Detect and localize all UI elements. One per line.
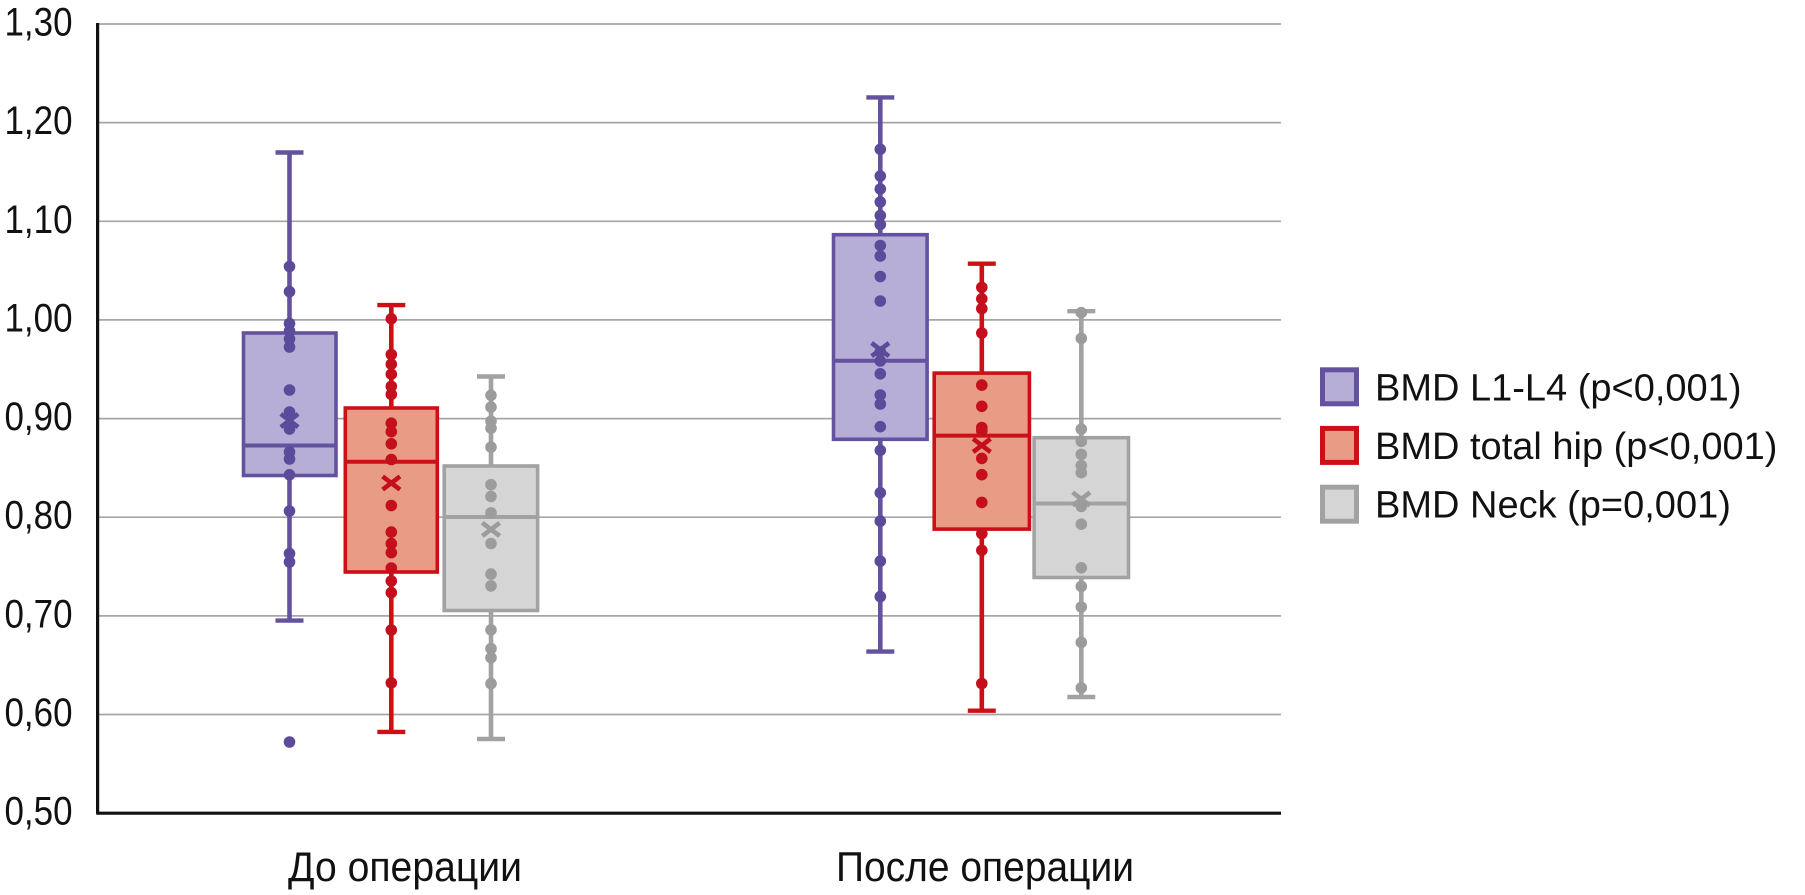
svg-text:1,30: 1,30	[5, 1, 73, 45]
svg-text:0,50: 0,50	[5, 790, 73, 834]
svg-text:1,20: 1,20	[5, 99, 73, 143]
svg-text:До операции: До операции	[288, 843, 522, 890]
svg-text:1,00: 1,00	[5, 296, 73, 340]
svg-text:После операции: После операции	[836, 843, 1134, 890]
svg-text:0,90: 0,90	[5, 395, 73, 439]
svg-text:BMD total hip (p<0,001): BMD total hip (p<0,001)	[1375, 426, 1777, 468]
svg-text:BMD L1-L4 (p<0,001): BMD L1-L4 (p<0,001)	[1375, 367, 1741, 409]
svg-text:1,10: 1,10	[5, 198, 73, 242]
svg-text:0,70: 0,70	[5, 592, 73, 636]
svg-text:BMD Neck (p=0,001): BMD Neck (p=0,001)	[1375, 485, 1731, 527]
svg-text:0,80: 0,80	[5, 494, 73, 538]
svg-text:0,60: 0,60	[5, 691, 73, 735]
